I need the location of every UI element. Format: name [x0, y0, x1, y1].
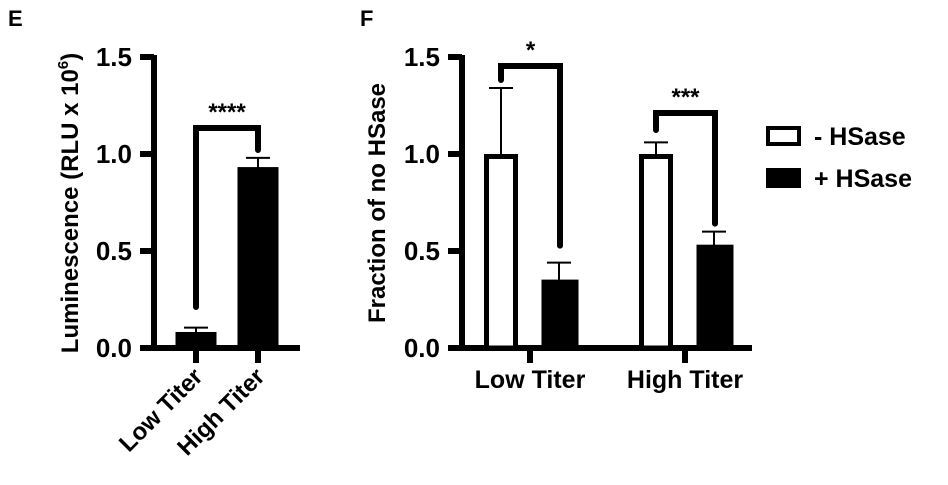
legend-swatch-minus-hsase — [766, 126, 801, 146]
y-axis-label-superscript: 6 — [55, 61, 72, 69]
y-tick-label: 1.5 — [404, 42, 440, 72]
y-tick-label: 0.0 — [404, 333, 440, 363]
y-axis-label: Fraction of no HSase — [364, 83, 391, 323]
legend-label: + HSase — [814, 165, 912, 193]
y-tick-label: 0.0 — [96, 333, 132, 363]
significance-label: * — [526, 37, 536, 64]
significance-bracket — [193, 125, 261, 310]
bar-high-titer — [237, 167, 279, 349]
bar-plus-hsase — [541, 279, 579, 349]
chart-f: 0.0 0.5 1.0 1.5 Fraction of no HSase Low Tite… — [364, 37, 912, 394]
bar-low-titer — [175, 331, 217, 349]
y-tick-label: 1.0 — [404, 139, 440, 169]
y-tick-label: 1.0 — [96, 139, 132, 169]
bar-plus-hsase — [696, 244, 734, 349]
significance-label: **** — [208, 99, 246, 126]
legend: - HSase + HSase — [766, 123, 912, 193]
legend-label: - HSase — [814, 123, 906, 151]
significance-bracket — [653, 110, 718, 227]
legend-swatch-plus-hsase — [766, 168, 801, 188]
y-tick-label: 0.5 — [404, 236, 440, 266]
y-tick-label: 1.5 — [96, 42, 132, 72]
y-axis-label: Luminescence (RLU x 106) — [55, 53, 84, 353]
bar-minus-hsase — [639, 154, 673, 351]
y-axis-label-close: ) — [57, 53, 84, 61]
bar-minus-hsase — [484, 154, 518, 351]
panel-label-f: F — [360, 6, 373, 31]
y-tick-label: 0.5 — [96, 236, 132, 266]
x-tick-label: Low Titer — [475, 366, 586, 394]
x-tick-label: High Titer — [627, 366, 743, 394]
significance-bracket — [498, 63, 563, 249]
y-axis-label-main: Luminescence (RLU x 10 — [57, 69, 84, 353]
panel-label-e: E — [8, 6, 23, 31]
significance-label: *** — [671, 84, 700, 111]
